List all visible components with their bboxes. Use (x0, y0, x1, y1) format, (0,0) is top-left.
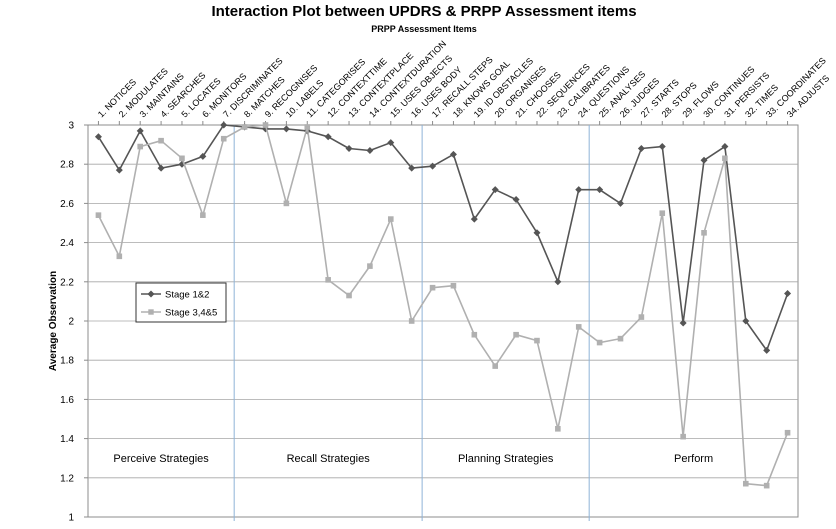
y-tick-label: 1.2 (60, 473, 74, 484)
data-point-stage-3-4-5 (638, 314, 645, 320)
data-point-stage-3-4-5 (158, 137, 164, 144)
data-point-stage-3-4-5 (367, 263, 373, 269)
data-point-stage-3-4-5 (346, 292, 352, 299)
legend-label-stage-3-4-5: Stage 3,4&5 (165, 308, 217, 319)
y-tick-label: 1 (68, 513, 74, 524)
data-point-stage-3-4-5 (763, 482, 770, 489)
y-axis-ticks: 1 1.2 1.4 1.6 1.8 2 2.2 2.4 2.6 2.8 3 (60, 121, 88, 524)
data-point-stage-3-4-5 (116, 253, 123, 260)
section-label: Perceive Strategies (113, 453, 209, 465)
data-point-stage-1-2 (345, 145, 353, 153)
data-point-stage-1-2 (596, 186, 604, 194)
data-point-stage-1-2 (491, 186, 499, 194)
data-point-stage-1-2 (408, 164, 416, 172)
data-point-stage-1-2 (199, 152, 207, 160)
data-point-stage-1-2 (429, 162, 437, 170)
chart-subtitle: PRPP Assessment Items (371, 24, 477, 34)
data-point-stage-3-4-5 (241, 124, 248, 130)
data-point-stage-1-2 (637, 145, 645, 153)
data-point-stage-1-2 (512, 195, 520, 203)
data-point-stage-3-4-5 (304, 124, 311, 130)
data-point-stage-3-4-5 (722, 155, 728, 162)
data-point-stage-1-2 (742, 317, 750, 325)
data-point-stage-3-4-5 (325, 277, 331, 283)
data-point-stage-3-4-5 (701, 230, 707, 236)
legend-label-stage-1-2: Stage 1&2 (165, 290, 209, 301)
data-point-stage-1-2 (449, 150, 457, 158)
data-point-stage-1-2 (575, 186, 583, 194)
section-labels: Perceive Strategies Recall Strategies Plan… (113, 453, 713, 465)
legend-marker-stage-1-2 (147, 290, 155, 298)
section-label: Planning Strategies (458, 453, 554, 465)
y-tick-label: 1.4 (60, 434, 74, 445)
data-point-stage-3-4-5 (659, 210, 666, 216)
data-point-stage-3-4-5 (200, 212, 206, 218)
data-point-stage-1-2 (700, 156, 708, 164)
section-dividers (233, 125, 590, 521)
data-point-stage-1-2 (366, 146, 374, 154)
data-point-stage-1-2 (136, 127, 144, 135)
data-point-stage-1-2 (533, 229, 541, 237)
data-point-stage-3-4-5 (513, 331, 519, 338)
data-point-stage-1-2 (617, 199, 624, 207)
data-point-stage-3-4-5 (784, 429, 791, 436)
data-point-stage-3-4-5 (137, 143, 144, 150)
data-point-stage-3-4-5 (492, 363, 499, 369)
series-lines (94, 121, 792, 489)
data-point-stage-3-4-5 (429, 284, 436, 291)
section-label: Recall Strategies (287, 453, 371, 465)
data-point-stage-3-4-5 (179, 155, 185, 162)
series-line-stage-1-2 (97, 124, 789, 352)
legend-marker-stage-3-4-5 (148, 309, 154, 315)
chart-title: Interaction Plot between UPDRS & PRPP As… (211, 3, 636, 20)
data-point-stage-1-2 (679, 319, 687, 327)
data-point-stage-1-2 (115, 166, 123, 174)
y-tick-label: 2 (68, 317, 74, 328)
data-point-stage-1-2 (282, 125, 290, 133)
y-tick-label: 2.2 (60, 277, 74, 288)
data-point-stage-3-4-5 (555, 426, 561, 432)
data-point-stage-1-2 (324, 133, 332, 141)
y-axis-label: Average Observation (48, 271, 59, 371)
data-point-stage-3-4-5 (95, 212, 102, 218)
y-tick-label: 2.6 (60, 199, 74, 210)
series-line-stage-3-4-5 (97, 124, 789, 487)
data-point-stage-3-4-5 (680, 433, 686, 440)
legend: Stage 1&2 Stage 3,4&5 (135, 282, 227, 323)
y-tick-label: 2.8 (60, 160, 74, 171)
data-point-stage-1-2 (658, 143, 666, 151)
data-point-stage-3-4-5 (220, 135, 227, 142)
data-point-stage-1-2 (220, 121, 228, 129)
data-point-stage-3-4-5 (575, 324, 582, 330)
data-point-stage-3-4-5 (408, 318, 415, 324)
data-point-stage-1-2 (94, 133, 102, 141)
data-point-stage-3-4-5 (450, 282, 457, 289)
data-point-stage-3-4-5 (262, 122, 269, 128)
data-point-stage-1-2 (721, 143, 729, 151)
data-point-stage-3-4-5 (742, 480, 749, 487)
legend-box (135, 282, 227, 323)
data-point-stage-3-4-5 (387, 216, 394, 222)
data-point-stage-1-2 (387, 139, 395, 147)
section-label: Perform (674, 453, 713, 465)
data-point-stage-3-4-5 (596, 339, 603, 346)
data-point-stage-1-2 (763, 346, 771, 354)
y-tick-label: 2.4 (60, 238, 74, 249)
data-point-stage-3-4-5 (471, 331, 478, 338)
y-tick-label: 1.6 (60, 395, 74, 406)
data-point-stage-3-4-5 (617, 335, 624, 342)
data-point-stage-1-2 (784, 290, 792, 298)
data-point-stage-3-4-5 (534, 337, 540, 344)
data-point-stage-1-2 (470, 215, 478, 223)
data-point-stage-3-4-5 (283, 200, 290, 207)
y-tick-label: 1.8 (60, 356, 74, 367)
data-point-stage-1-2 (157, 164, 165, 172)
y-tick-label: 3 (68, 121, 74, 132)
data-point-stage-1-2 (554, 278, 562, 286)
